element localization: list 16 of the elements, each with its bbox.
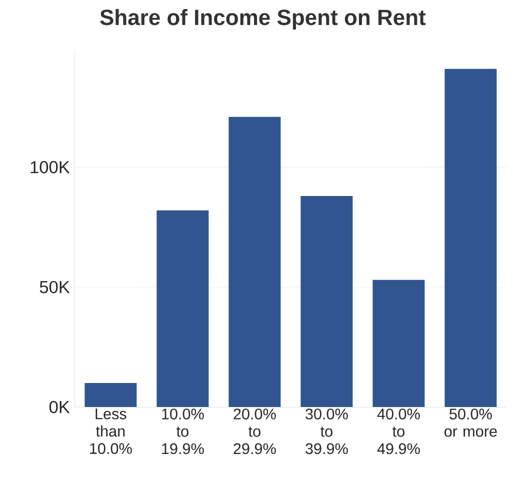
y-tick-label: 50K — [40, 280, 70, 294]
bar — [444, 68, 497, 407]
bar — [300, 196, 353, 407]
bar — [228, 116, 281, 407]
bar — [372, 280, 425, 407]
x-tick-label: 30.0% to 39.9% — [306, 408, 348, 454]
x-tick-label: Less than 10.0% — [90, 408, 132, 454]
x-tick-label: 20.0% to 29.9% — [234, 408, 276, 454]
x-tick-label: 10.0% to 19.9% — [162, 408, 204, 454]
bar — [84, 383, 137, 407]
x-tick-label: 50.0% or more — [444, 408, 497, 437]
chart-title: Share of Income Spent on Rent — [100, 9, 426, 30]
bar — [156, 210, 209, 407]
y-tick-label: 100K — [30, 161, 70, 174]
y-tick-label: 0K — [49, 400, 70, 414]
x-tick-label: 40.0% to 49.9% — [377, 408, 420, 454]
